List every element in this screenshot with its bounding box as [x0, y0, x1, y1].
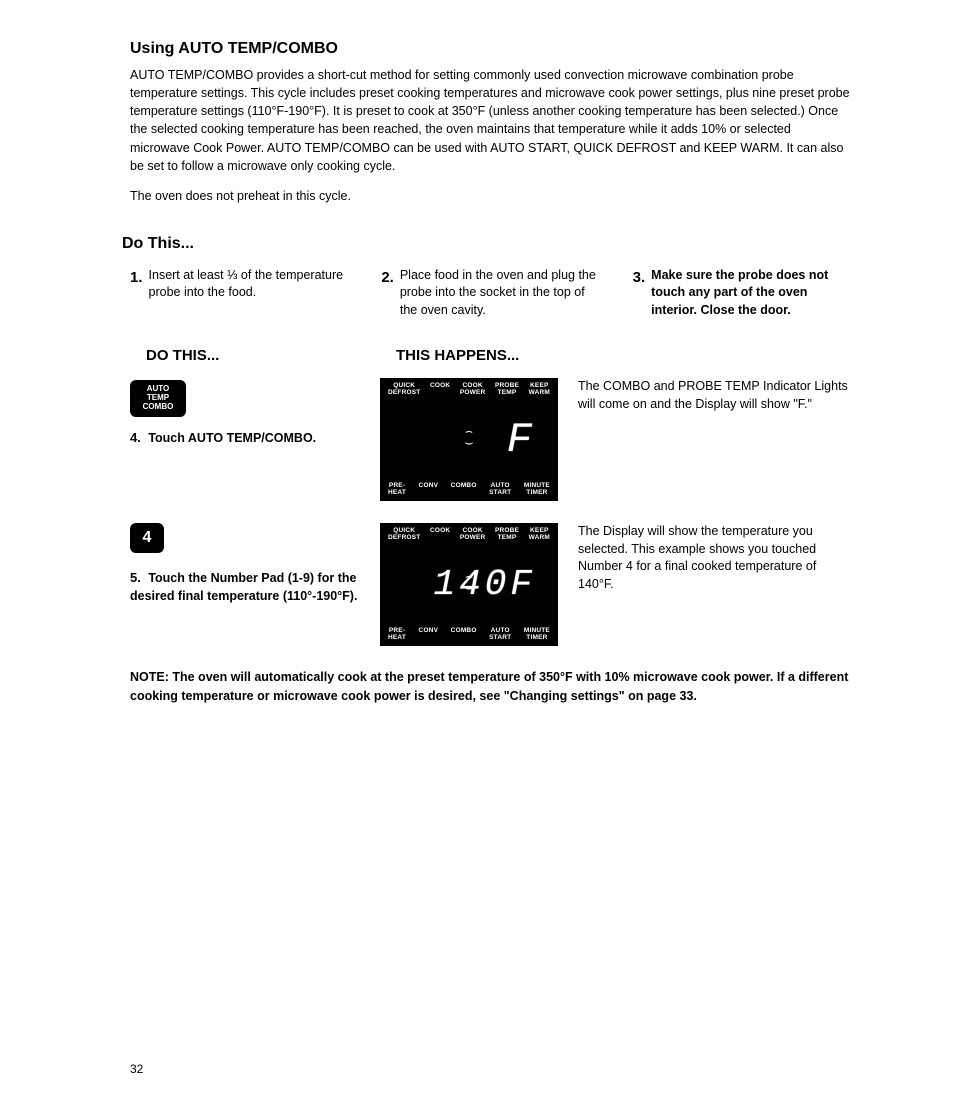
lbl-combo: COMBO [451, 628, 477, 642]
step-2-text: Place food in the oven and plug the prob… [400, 267, 603, 320]
row-step-4: AUTO TEMP COMBO 4. Touch AUTO TEMP/COMBO… [130, 378, 854, 501]
step-1-text: Insert at least ⅓ of the temperature pro… [149, 267, 352, 302]
lbl-preheat: PRE- HEAT [388, 483, 406, 497]
number-pad-4-icon: 4 [130, 523, 164, 553]
btn-line-3: COMBO [143, 403, 174, 412]
lbl-auto-start: AUTO START [489, 483, 511, 497]
step-4-description: The COMBO and PROBE TEMP Indicator Light… [560, 378, 854, 413]
sub-header-do-this: DO THIS... [146, 347, 396, 364]
step-4-number: 4. [130, 430, 141, 445]
step-4-line: 4. Touch AUTO TEMP/COMBO. [130, 429, 368, 448]
tilde-icon: ⌣ [464, 434, 473, 451]
step-3-text: Make sure the probe does not touch any p… [651, 267, 854, 320]
lbl-cook-power: COOK POWER [460, 383, 486, 397]
lbl-minute-timer: MINUTE TIMER [524, 483, 550, 497]
row-step-5: 4 5. Touch the Number Pad (1-9) for the … [130, 523, 854, 646]
page-title: Using AUTO TEMP/COMBO [130, 40, 854, 58]
step-3: 3. Make sure the probe does not touch an… [633, 267, 854, 320]
step-3-number: 3. [633, 267, 646, 288]
note-text: NOTE: The oven will automatically cook a… [130, 668, 854, 704]
step-5-description: The Display will show the temperature yo… [560, 523, 854, 593]
display-value-1: F [507, 416, 536, 464]
step-5-line: 5. Touch the Number Pad (1-9) for the de… [130, 569, 368, 605]
lbl-preheat: PRE- HEAT [388, 628, 406, 642]
step-1: 1. Insert at least ⅓ of the temperature … [130, 267, 351, 320]
display-panel-2: QUICK DEFROST COOK COOK POWER PROBE TEMP… [380, 523, 558, 646]
lbl-minute-timer: MINUTE TIMER [524, 628, 550, 642]
lbl-quick-defrost: QUICK DEFROST [388, 383, 420, 397]
lbl-probe-temp: PROBE TEMP [495, 383, 519, 397]
lbl-keep-warm: KEEP WARM [529, 383, 550, 397]
lbl-cook: COOK [430, 528, 450, 542]
display-bottom-labels: PRE- HEAT CONV COMBO AUTO START MINUTE T… [382, 625, 556, 645]
lbl-combo: COMBO [451, 483, 477, 497]
tilde-icon: ⌣ [464, 579, 473, 596]
step-5-text: Touch the Number Pad (1-9) for the desir… [130, 571, 357, 603]
page-number: 32 [130, 1062, 143, 1076]
lbl-cook: COOK [430, 383, 450, 397]
lbl-keep-warm: KEEP WARM [529, 528, 550, 542]
step-1-number: 1. [130, 267, 143, 288]
lbl-quick-defrost: QUICK DEFROST [388, 528, 420, 542]
display-top-labels: QUICK DEFROST COOK COOK POWER PROBE TEMP… [382, 380, 556, 400]
display-top-labels: QUICK DEFROST COOK COOK POWER PROBE TEMP… [382, 525, 556, 545]
display-value-2: 140F [434, 564, 536, 605]
step-2-number: 2. [381, 267, 394, 288]
lbl-conv: CONV [419, 483, 439, 497]
sub-headers: DO THIS... THIS HAPPENS... [130, 347, 854, 364]
step-2: 2. Place food in the oven and plug the p… [381, 267, 602, 320]
auto-temp-combo-button-icon: AUTO TEMP COMBO [130, 380, 186, 416]
intro-paragraph-1: AUTO TEMP/COMBO provides a short-cut met… [130, 66, 854, 175]
display-bottom-labels: PRE- HEAT CONV COMBO AUTO START MINUTE T… [382, 480, 556, 500]
step-4-text: Touch AUTO TEMP/COMBO. [148, 431, 316, 445]
lbl-conv: CONV [419, 628, 439, 642]
lbl-probe-temp: PROBE TEMP [495, 528, 519, 542]
step-5-number: 5. [130, 570, 141, 585]
steps-row: 1. Insert at least ⅓ of the temperature … [130, 267, 854, 320]
display-panel-1: QUICK DEFROST COOK COOK POWER PROBE TEMP… [380, 378, 558, 501]
lbl-auto-start: AUTO START [489, 628, 511, 642]
lbl-cook-power: COOK POWER [460, 528, 486, 542]
sub-header-this-happens: THIS HAPPENS... [396, 347, 519, 364]
intro-paragraph-2: The oven does not preheat in this cycle. [130, 187, 854, 205]
do-this-heading: Do This... [122, 235, 854, 253]
